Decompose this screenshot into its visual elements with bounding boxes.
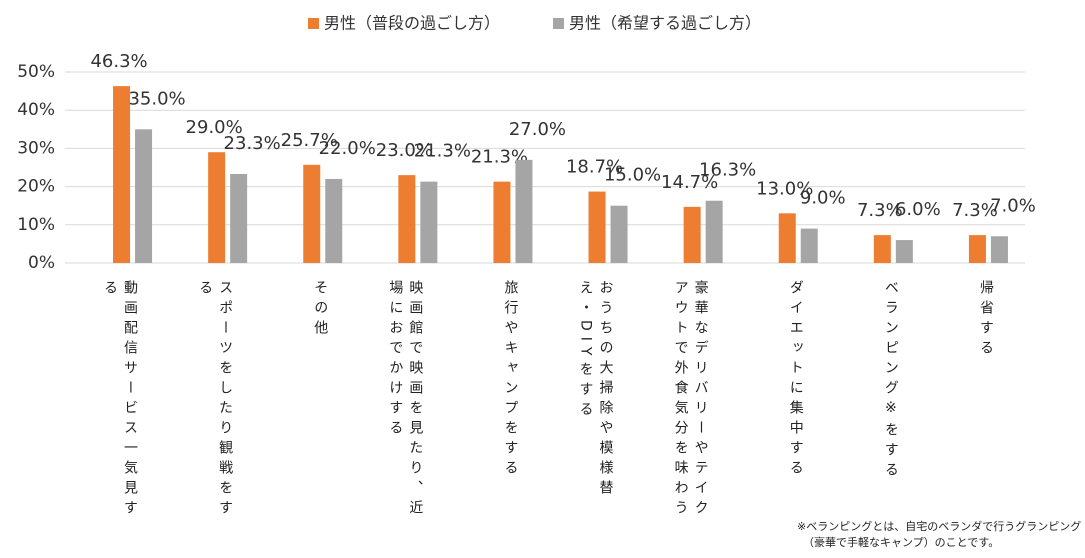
data-label: 22.0%	[319, 138, 376, 159]
data-label: 23.3%	[224, 133, 281, 154]
bar	[325, 178, 343, 263]
data-label: 13.0%	[756, 178, 813, 199]
x-tick-label: おうちの大掃除や模様替え・DIYをする	[577, 280, 614, 500]
bar	[588, 191, 606, 263]
data-label: 7.3%	[952, 200, 998, 221]
x-tick-label: ダイエットに集中する	[787, 280, 804, 480]
bar	[683, 206, 701, 263]
bar	[610, 205, 628, 263]
data-label: 27.0%	[509, 119, 566, 140]
bar	[113, 86, 131, 263]
legend-label: 男性（希望する過ごし方）	[569, 14, 761, 33]
bar	[515, 159, 533, 263]
data-label: 6.0%	[895, 199, 941, 220]
data-label: 16.3%	[699, 160, 756, 181]
bar	[420, 181, 438, 263]
data-label: 15.0%	[604, 165, 661, 186]
data-label: 25.7%	[281, 130, 338, 151]
data-label: 46.3%	[90, 51, 147, 72]
data-label: 7.0%	[990, 195, 1036, 216]
x-tick-label: 豪華なデリバリーやテイクアウトで外食気分を味わう	[672, 280, 709, 520]
legend-swatch	[308, 18, 319, 29]
bar	[895, 240, 913, 263]
x-tick-label: 動画配信サービス一気見する	[102, 280, 139, 520]
y-tick-label: 20%	[17, 177, 55, 197]
legend-swatch	[553, 18, 564, 29]
x-tick-label: ベランピング※をする	[882, 280, 899, 482]
data-label: 29.0%	[186, 117, 243, 138]
x-tick-label: 帰省する	[977, 280, 994, 360]
bar	[493, 181, 511, 263]
data-label: 23.0%	[376, 140, 433, 161]
bar	[968, 235, 986, 263]
y-tick-label: 40%	[17, 100, 55, 120]
bar	[778, 213, 796, 263]
data-label: 9.0%	[800, 188, 846, 209]
bar	[398, 175, 416, 263]
data-label: 35.0%	[128, 88, 185, 109]
footnote: （豪華で手軽なキャンプ）のことです。	[803, 536, 1000, 549]
bar	[990, 236, 1008, 263]
data-label: 18.7%	[566, 157, 623, 178]
y-tick-label: 0%	[28, 253, 55, 273]
y-tick-label: 10%	[17, 215, 55, 235]
bar	[303, 164, 321, 263]
x-tick-label: 映画館で映画を見たり、近場におでかけする	[387, 280, 424, 520]
y-tick-label: 50%	[17, 62, 55, 82]
bar	[135, 129, 153, 263]
bar	[800, 228, 818, 263]
bar	[873, 235, 891, 263]
data-label: 14.7%	[661, 172, 718, 193]
data-label: 21.3%	[471, 147, 528, 168]
x-tick-label: その他	[312, 280, 329, 340]
data-label: 7.3%	[857, 200, 903, 221]
data-label: 21.3%	[414, 141, 471, 162]
x-tick-label: スポーツをしたり観戦をする	[197, 280, 234, 520]
bar	[705, 200, 723, 263]
bar	[208, 152, 226, 263]
x-tick-label: 旅行やキャンプをする	[502, 280, 519, 480]
footnote: ※ベランピングとは、自宅のベランダで行うグランピング	[797, 520, 1082, 533]
y-tick-label: 30%	[17, 138, 55, 158]
bar	[230, 173, 248, 263]
legend-label: 男性（普段の過ごし方）	[324, 14, 500, 33]
